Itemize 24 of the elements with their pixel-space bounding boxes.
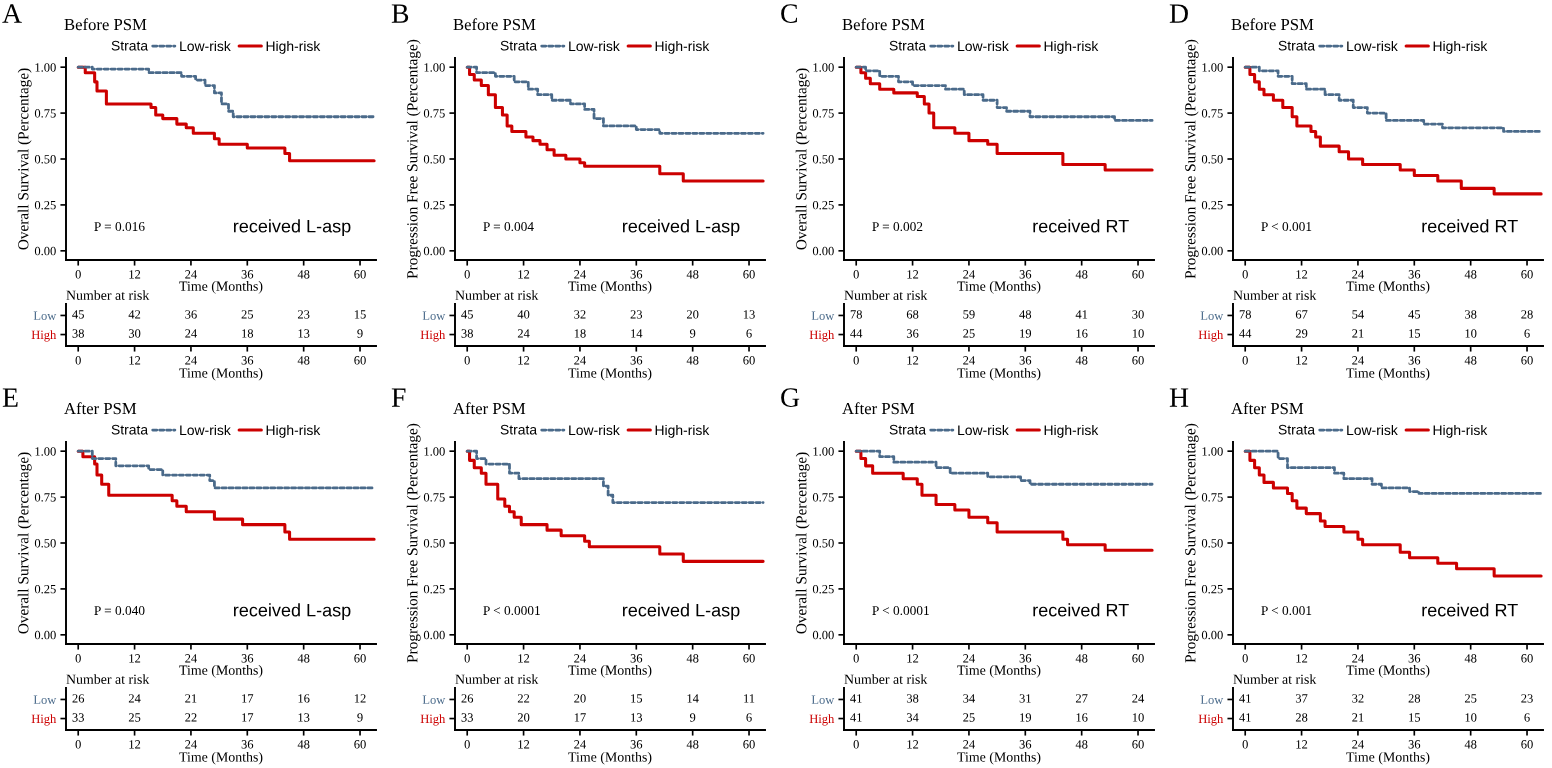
chart-title: Before PSM: [1231, 18, 1314, 31]
text: E: [2, 388, 18, 407]
annotation: received RT: [1422, 219, 1518, 233]
chart-title: Before PSM: [64, 18, 147, 31]
annotation: received RT: [1422, 603, 1518, 617]
annotation: received RT: [1033, 603, 1129, 617]
annotation: received RT: [1033, 219, 1129, 233]
text: B: [391, 4, 409, 23]
text: D: [1169, 4, 1188, 23]
chart-title: Before PSM: [842, 18, 925, 31]
chart-title: After PSM: [842, 402, 915, 415]
chart-title: After PSM: [64, 402, 137, 415]
text: H: [1169, 388, 1189, 407]
chart-title: After PSM: [1231, 402, 1304, 415]
chart-title: Before PSM: [453, 18, 536, 31]
text: G: [781, 388, 800, 407]
annotation: received L-asp: [233, 219, 351, 237]
chart-title: After PSM: [453, 402, 526, 415]
text: F: [391, 388, 406, 407]
text: C: [781, 4, 797, 23]
text: A: [2, 4, 22, 23]
annotation: received L-asp: [622, 603, 740, 621]
annotation: received L-asp: [233, 603, 351, 621]
annotation: received L-asp: [622, 219, 740, 237]
